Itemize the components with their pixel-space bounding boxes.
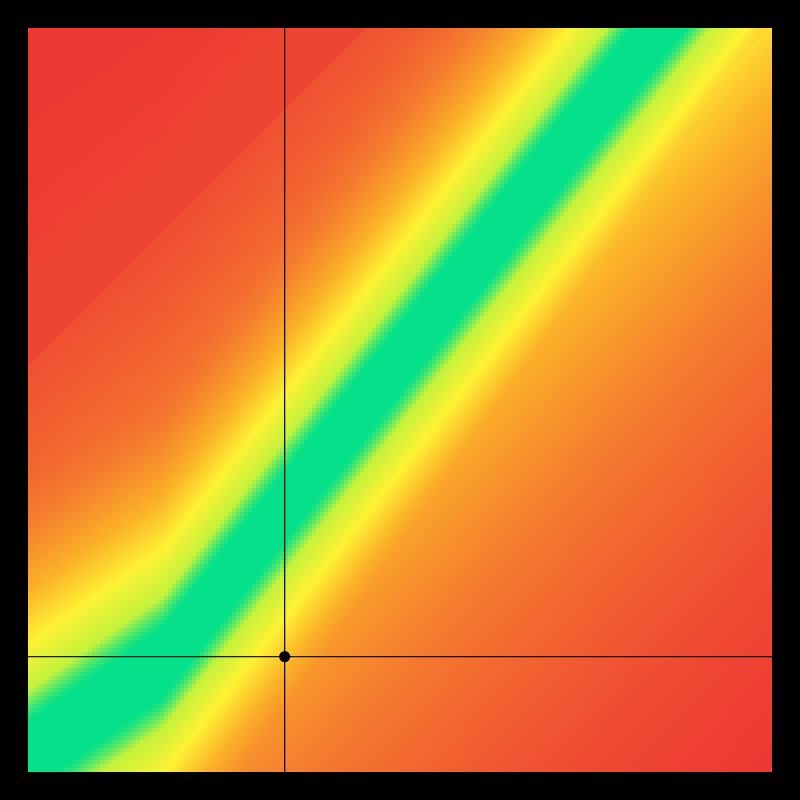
frame-top (0, 0, 800, 28)
frame-left (0, 0, 28, 800)
crosshair-marker (279, 651, 290, 662)
frame-bottom (0, 772, 800, 800)
frame-right (772, 0, 800, 800)
crosshair-overlay (28, 28, 772, 772)
